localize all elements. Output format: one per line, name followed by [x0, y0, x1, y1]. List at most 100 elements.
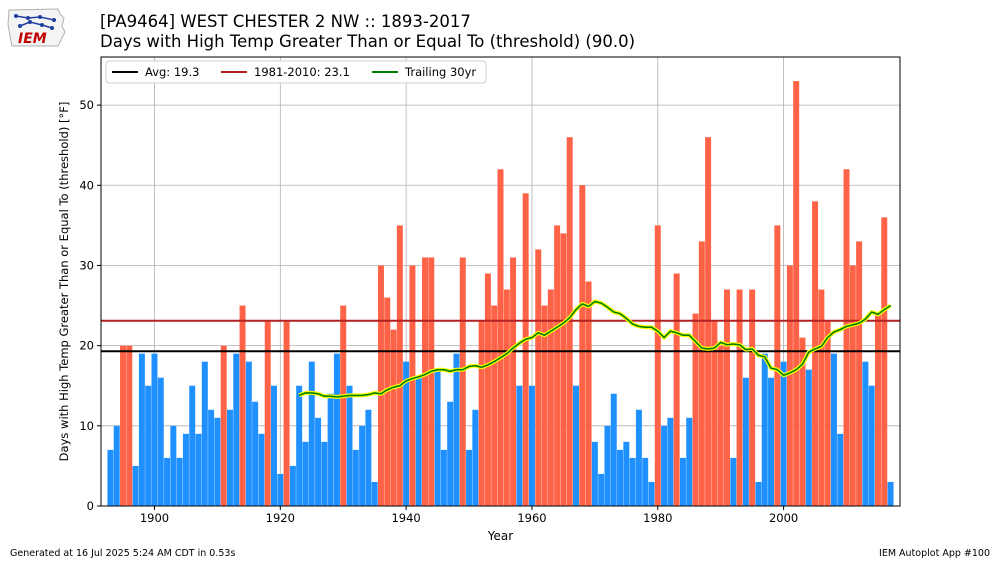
bar-1976: [629, 457, 636, 506]
bar-1956: [503, 289, 510, 506]
bar-1907: [195, 433, 202, 506]
bar-1944: [428, 257, 435, 506]
bar-1928: [327, 393, 334, 506]
bar-1964: [554, 225, 561, 506]
bar-1917: [258, 433, 265, 506]
bar-1899: [145, 385, 152, 506]
bar-1949: [459, 257, 466, 506]
bar-1925: [308, 361, 315, 506]
x-tick-label: 1980: [643, 511, 672, 525]
bar-1940: [403, 361, 410, 506]
y-axis-label: Days with High Temp Greater Than or Equa…: [57, 102, 71, 462]
bar-2012: [856, 241, 863, 507]
bar-1914: [239, 305, 246, 506]
bar-1920: [277, 473, 284, 506]
bar-1958: [516, 385, 523, 506]
bar-1961: [535, 249, 542, 506]
logo-text: IEM: [18, 31, 47, 47]
bar-1915: [245, 361, 252, 506]
bar-2000: [780, 361, 787, 506]
bar-1929: [333, 353, 340, 506]
bar-2002: [793, 81, 800, 506]
bar-1921: [283, 321, 290, 506]
bar-1986: [692, 313, 699, 506]
bar-1982: [667, 417, 674, 506]
bar-2013: [862, 361, 869, 506]
footer-generated: Generated at 16 Jul 2025 5:24 AM CDT in …: [10, 548, 236, 559]
bar-2010: [843, 169, 850, 506]
bar-1981: [661, 425, 668, 506]
bar-2008: [830, 353, 837, 506]
bar-1895: [120, 345, 127, 506]
bar-1985: [686, 417, 693, 506]
bar-1963: [547, 289, 554, 506]
bar-1995: [749, 289, 756, 506]
bar-1946: [440, 449, 447, 506]
bar-1972: [604, 425, 611, 506]
bar-1996: [755, 481, 762, 506]
bar-2007: [824, 321, 831, 506]
bars: [107, 81, 894, 507]
bar-1937: [384, 297, 391, 506]
bar-1939: [396, 225, 403, 506]
bar-1903: [170, 425, 177, 506]
legend-average-label: Avg: 19.3: [145, 65, 199, 79]
bar-2003: [799, 337, 806, 506]
bar-1936: [377, 265, 384, 506]
y-tick-label: 0: [87, 499, 94, 513]
bar-1927: [321, 441, 328, 506]
bar-1994: [742, 377, 749, 506]
footer-app: IEM Autoplot App #100: [879, 548, 990, 559]
bar-1923: [296, 385, 303, 506]
y-tick-label: 30: [79, 258, 94, 272]
bar-1975: [623, 441, 630, 506]
bar-1987: [698, 241, 705, 507]
legend-climatology-label: 1981-2010: 23.1: [254, 65, 350, 79]
bar-1959: [522, 193, 529, 506]
bar-1941: [409, 265, 416, 506]
axis-ticks: 1900 1920 1940 1960 1980 2000 0 10 20 30 40 50: [79, 98, 798, 525]
iem-logo: IEM: [6, 6, 68, 50]
bar-2006: [818, 289, 825, 506]
bar-1989: [711, 321, 718, 506]
bar-1932: [352, 449, 359, 506]
x-tick-label: 1920: [266, 511, 295, 525]
bar-2004: [805, 369, 812, 506]
bar-1967: [573, 385, 579, 506]
bar-1935: [371, 481, 378, 506]
bar-1910: [214, 417, 221, 506]
trailing-line: [298, 300, 892, 398]
legend-trailing-label: Trailing 30yr: [404, 65, 476, 79]
bar-1945: [434, 369, 441, 506]
bar-1912: [226, 409, 233, 506]
bar-1947: [447, 401, 454, 506]
bar-1948: [453, 353, 460, 506]
bar-1965: [560, 233, 567, 506]
bar-1897: [132, 465, 139, 506]
bar-1898: [138, 353, 145, 506]
bar-1931: [346, 385, 353, 506]
bar-1993: [736, 289, 743, 506]
bar-1919: [271, 385, 278, 506]
bar-1904: [176, 457, 183, 506]
bar-1942: [415, 377, 422, 506]
y-tick-label: 50: [79, 98, 94, 112]
bar-1906: [189, 385, 196, 506]
x-tick-label: 1960: [517, 511, 546, 525]
y-tick-label: 40: [79, 178, 94, 192]
bar-1924: [302, 441, 309, 506]
bar-1990: [717, 345, 724, 506]
bar-1960: [528, 385, 535, 506]
bar-1984: [679, 457, 686, 506]
bar-1926: [315, 417, 322, 506]
x-tick-label: 1940: [391, 511, 420, 525]
bar-2014: [868, 385, 875, 506]
bar-1955: [497, 169, 504, 506]
bar-1918: [264, 321, 271, 506]
bar-1998: [768, 377, 775, 506]
bar-1902: [164, 457, 171, 506]
legend-box: [105, 60, 487, 84]
bar-2009: [837, 433, 844, 506]
bar-1916: [252, 401, 259, 506]
chart-subtitle: Days with High Temp Greater Than or Equa…: [100, 32, 636, 51]
